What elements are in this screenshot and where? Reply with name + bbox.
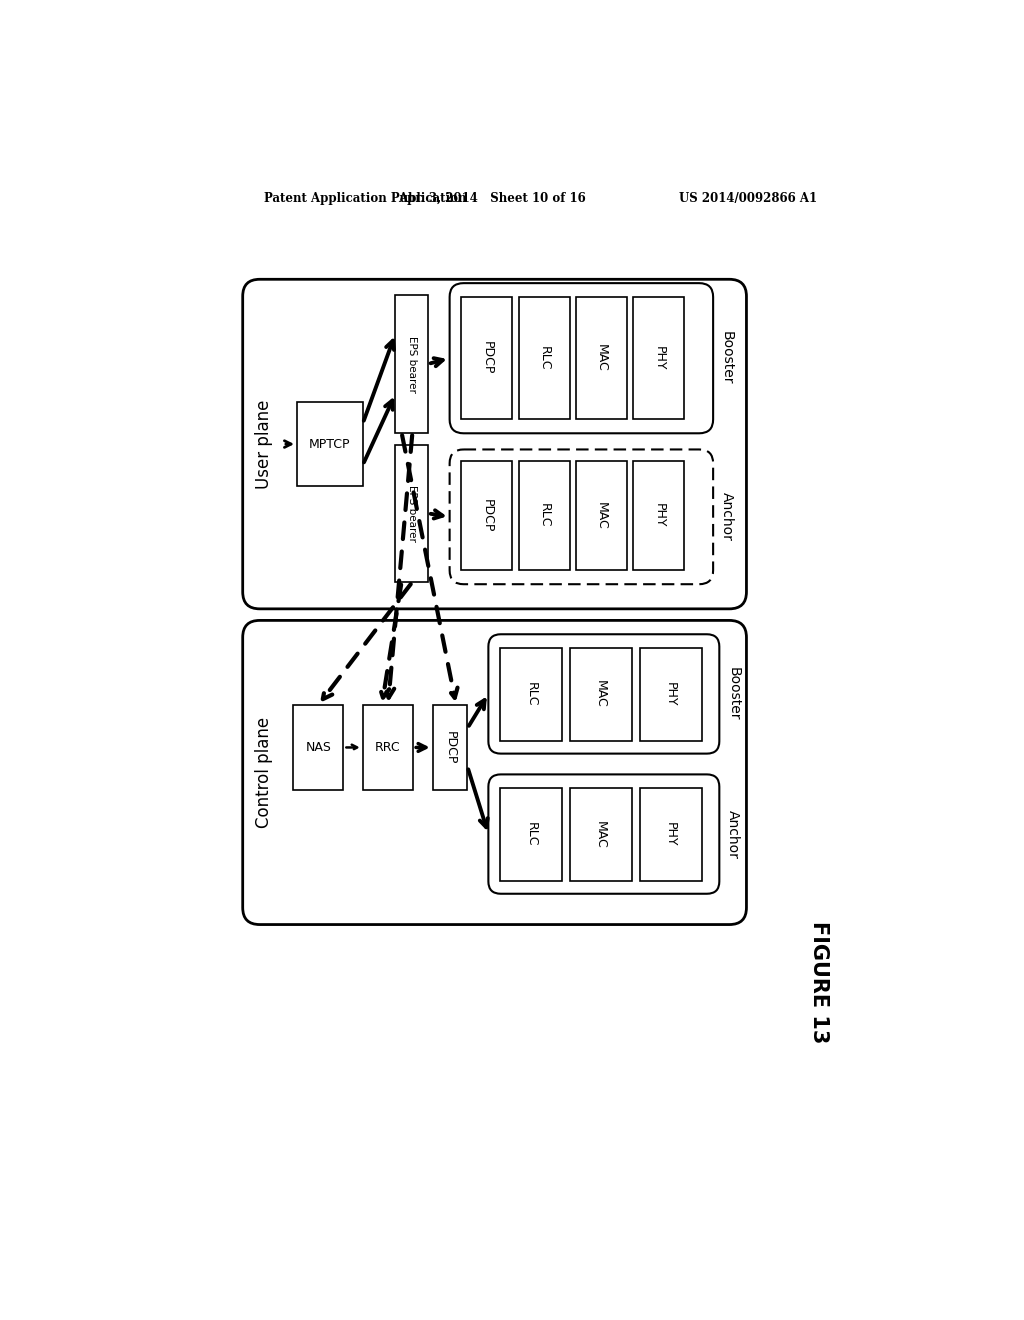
Bar [518, 297, 569, 418]
Bar [569, 788, 632, 880]
Text: MAC: MAC [594, 821, 607, 849]
Bar [395, 296, 428, 433]
Text: PDCP: PDCP [480, 499, 494, 532]
Text: PHY: PHY [652, 503, 666, 528]
Text: EPS bearer: EPS bearer [407, 335, 417, 392]
Text: NAS: NAS [305, 741, 331, 754]
Bar [432, 705, 467, 789]
Bar [461, 461, 512, 570]
Bar [297, 401, 362, 487]
Text: MPTCP: MPTCP [309, 437, 350, 450]
Text: US 2014/0092866 A1: US 2014/0092866 A1 [679, 191, 817, 205]
Text: MAC: MAC [594, 680, 607, 709]
FancyBboxPatch shape [243, 280, 746, 609]
Bar [569, 648, 632, 741]
Text: PDCP: PDCP [443, 731, 457, 764]
Bar [461, 297, 512, 418]
Bar [293, 705, 343, 789]
Text: PHY: PHY [664, 822, 677, 846]
Text: FIGURE 13: FIGURE 13 [809, 921, 829, 1044]
Bar [575, 297, 627, 418]
Bar [633, 297, 684, 418]
Text: PDCP: PDCP [480, 341, 494, 375]
Text: Control plane: Control plane [255, 717, 273, 828]
FancyBboxPatch shape [450, 284, 713, 433]
Bar [640, 788, 701, 880]
Bar [362, 705, 414, 789]
Bar [633, 461, 684, 570]
Text: RLC: RLC [524, 822, 538, 846]
FancyBboxPatch shape [243, 620, 746, 924]
Bar [575, 461, 627, 570]
FancyBboxPatch shape [450, 449, 713, 585]
Text: RLC: RLC [524, 682, 538, 706]
Text: PHY: PHY [652, 346, 666, 370]
Bar [500, 648, 562, 741]
Text: RRC: RRC [375, 741, 400, 754]
Text: RLC: RLC [538, 346, 551, 370]
Text: MAC: MAC [595, 345, 608, 372]
FancyBboxPatch shape [488, 635, 719, 754]
Text: Anchor: Anchor [726, 809, 740, 858]
Text: EPS bearer: EPS bearer [407, 484, 417, 541]
Text: MAC: MAC [595, 502, 608, 529]
Text: User plane: User plane [255, 400, 273, 488]
Text: Apr. 3, 2014   Sheet 10 of 16: Apr. 3, 2014 Sheet 10 of 16 [398, 191, 586, 205]
Text: Booster: Booster [726, 667, 740, 721]
Bar [640, 648, 701, 741]
FancyBboxPatch shape [488, 775, 719, 894]
Text: Booster: Booster [720, 331, 734, 385]
Bar [395, 445, 428, 582]
Text: RLC: RLC [538, 503, 551, 528]
Text: Patent Application Publication: Patent Application Publication [263, 191, 466, 205]
Text: PHY: PHY [664, 682, 677, 706]
Bar [500, 788, 562, 880]
Text: Anchor: Anchor [720, 492, 734, 541]
Bar [518, 461, 569, 570]
